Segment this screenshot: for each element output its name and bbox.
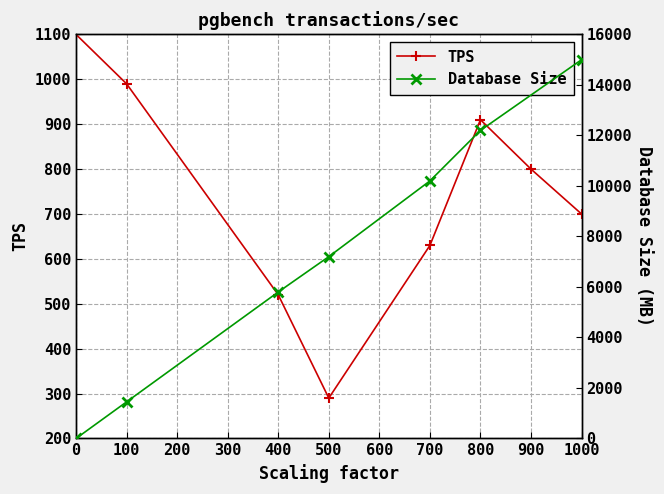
Legend: TPS, Database Size: TPS, Database Size xyxy=(390,42,574,95)
TPS xyxy=(578,211,586,217)
TPS xyxy=(123,81,131,87)
Title: pgbench transactions/sec: pgbench transactions/sec xyxy=(199,11,459,30)
Database Size xyxy=(426,178,434,184)
TPS xyxy=(72,32,80,38)
Line: TPS: TPS xyxy=(71,30,586,403)
TPS xyxy=(527,166,535,172)
Database Size xyxy=(123,399,131,405)
Database Size xyxy=(477,127,485,133)
TPS xyxy=(477,117,485,123)
Database Size xyxy=(274,289,282,295)
Database Size xyxy=(72,436,80,442)
Y-axis label: Database Size (MB): Database Size (MB) xyxy=(635,146,653,327)
TPS xyxy=(274,292,282,298)
Database Size xyxy=(325,254,333,260)
Line: Database Size: Database Size xyxy=(71,55,586,443)
Y-axis label: TPS: TPS xyxy=(11,221,29,251)
TPS xyxy=(325,395,333,401)
TPS xyxy=(426,243,434,248)
Database Size xyxy=(578,57,586,63)
X-axis label: Scaling factor: Scaling factor xyxy=(259,464,399,483)
